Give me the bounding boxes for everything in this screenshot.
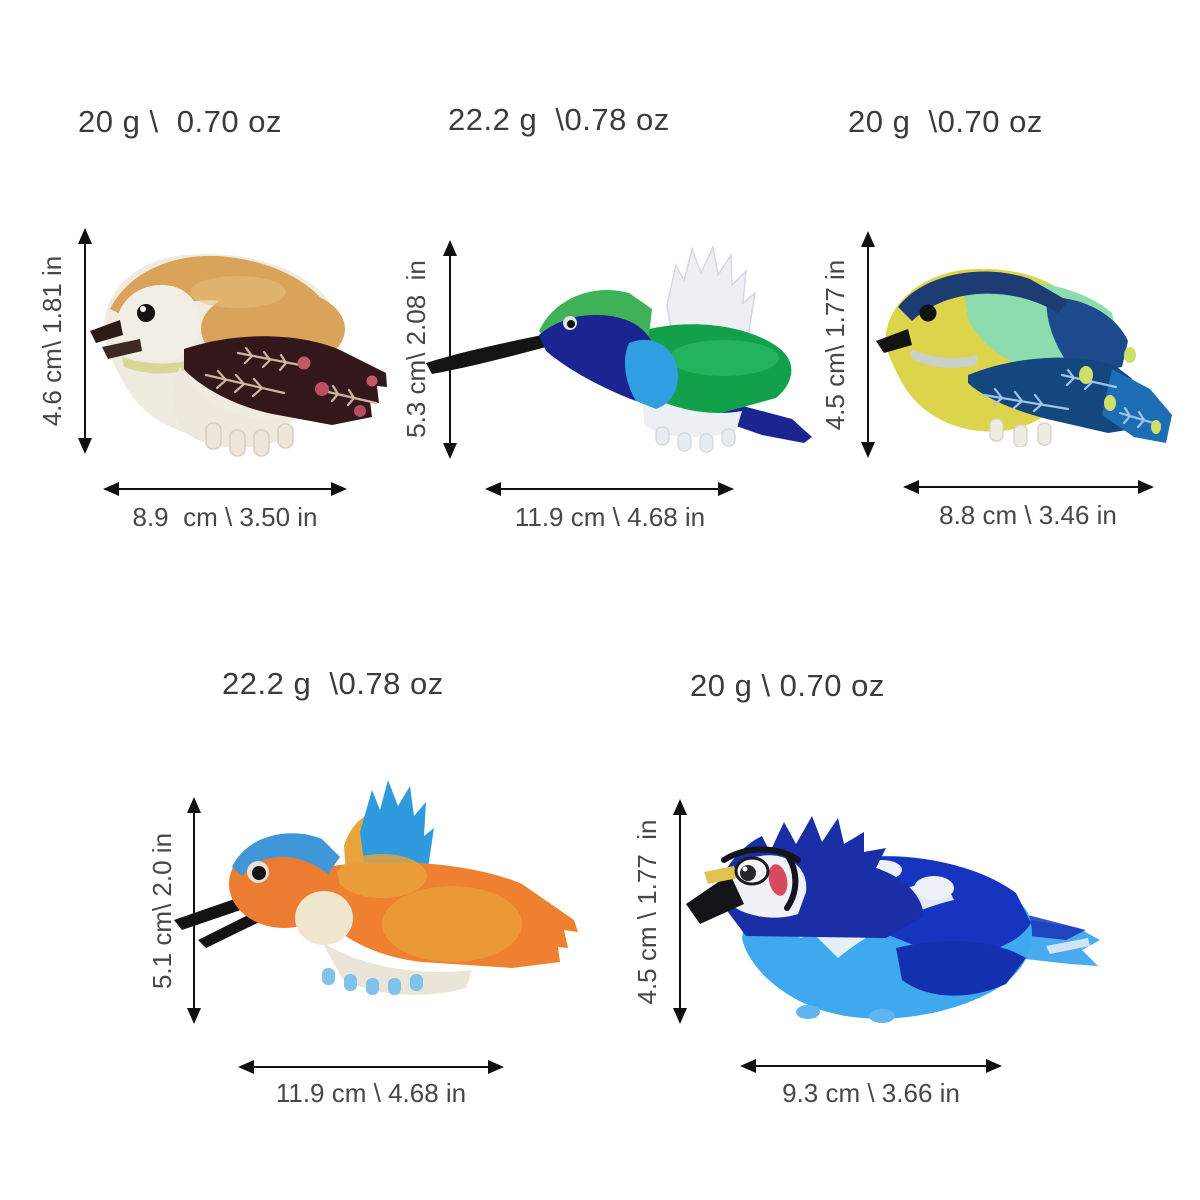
weight-label: 20 g \ 0.70 oz — [690, 668, 885, 703]
weight-label: 22.2 g \0.78 oz — [448, 102, 670, 137]
height-label: 4.6 cm\ 1.81 in — [37, 255, 67, 427]
bird-green-hummingbird-illustration — [426, 244, 812, 453]
height-arrow — [867, 233, 869, 456]
width-arrow — [240, 1066, 502, 1068]
weight-label: 22.2 g \0.78 oz — [222, 666, 444, 701]
width-label: 9.3 cm \ 3.66 in — [782, 1078, 960, 1108]
width-arrow — [905, 486, 1152, 488]
width-label: 8.9 cm \ 3.50 in — [132, 502, 318, 532]
width-label: 11.9 cm \ 4.68 in — [275, 1078, 467, 1108]
height-arrow — [449, 242, 451, 457]
height-arrow — [84, 230, 86, 452]
bird-orange-hummingbird-illustration — [174, 780, 578, 995]
width-arrow — [487, 488, 732, 490]
height-label: 4.5 cm \ 1.77 in — [632, 819, 662, 1005]
height-arrow — [193, 799, 195, 1022]
width-label: 11.9 cm \ 4.68 in — [514, 502, 706, 532]
width-label: 8.8 cm \ 3.46 in — [939, 500, 1117, 530]
height-arrow — [679, 801, 681, 1022]
bird-blue-jay-illustration — [686, 816, 1100, 1023]
width-arrow — [742, 1065, 1000, 1067]
weight-label: 20 g \0.70 oz — [848, 104, 1043, 139]
bird-sparrow-illustration — [90, 253, 387, 457]
bird-yellow-green-illustration — [876, 268, 1172, 447]
width-arrow — [105, 488, 345, 490]
height-label: 4.5 cm\ 1.77 in — [820, 259, 850, 431]
weight-label: 20 g \ 0.70 oz — [78, 104, 282, 139]
